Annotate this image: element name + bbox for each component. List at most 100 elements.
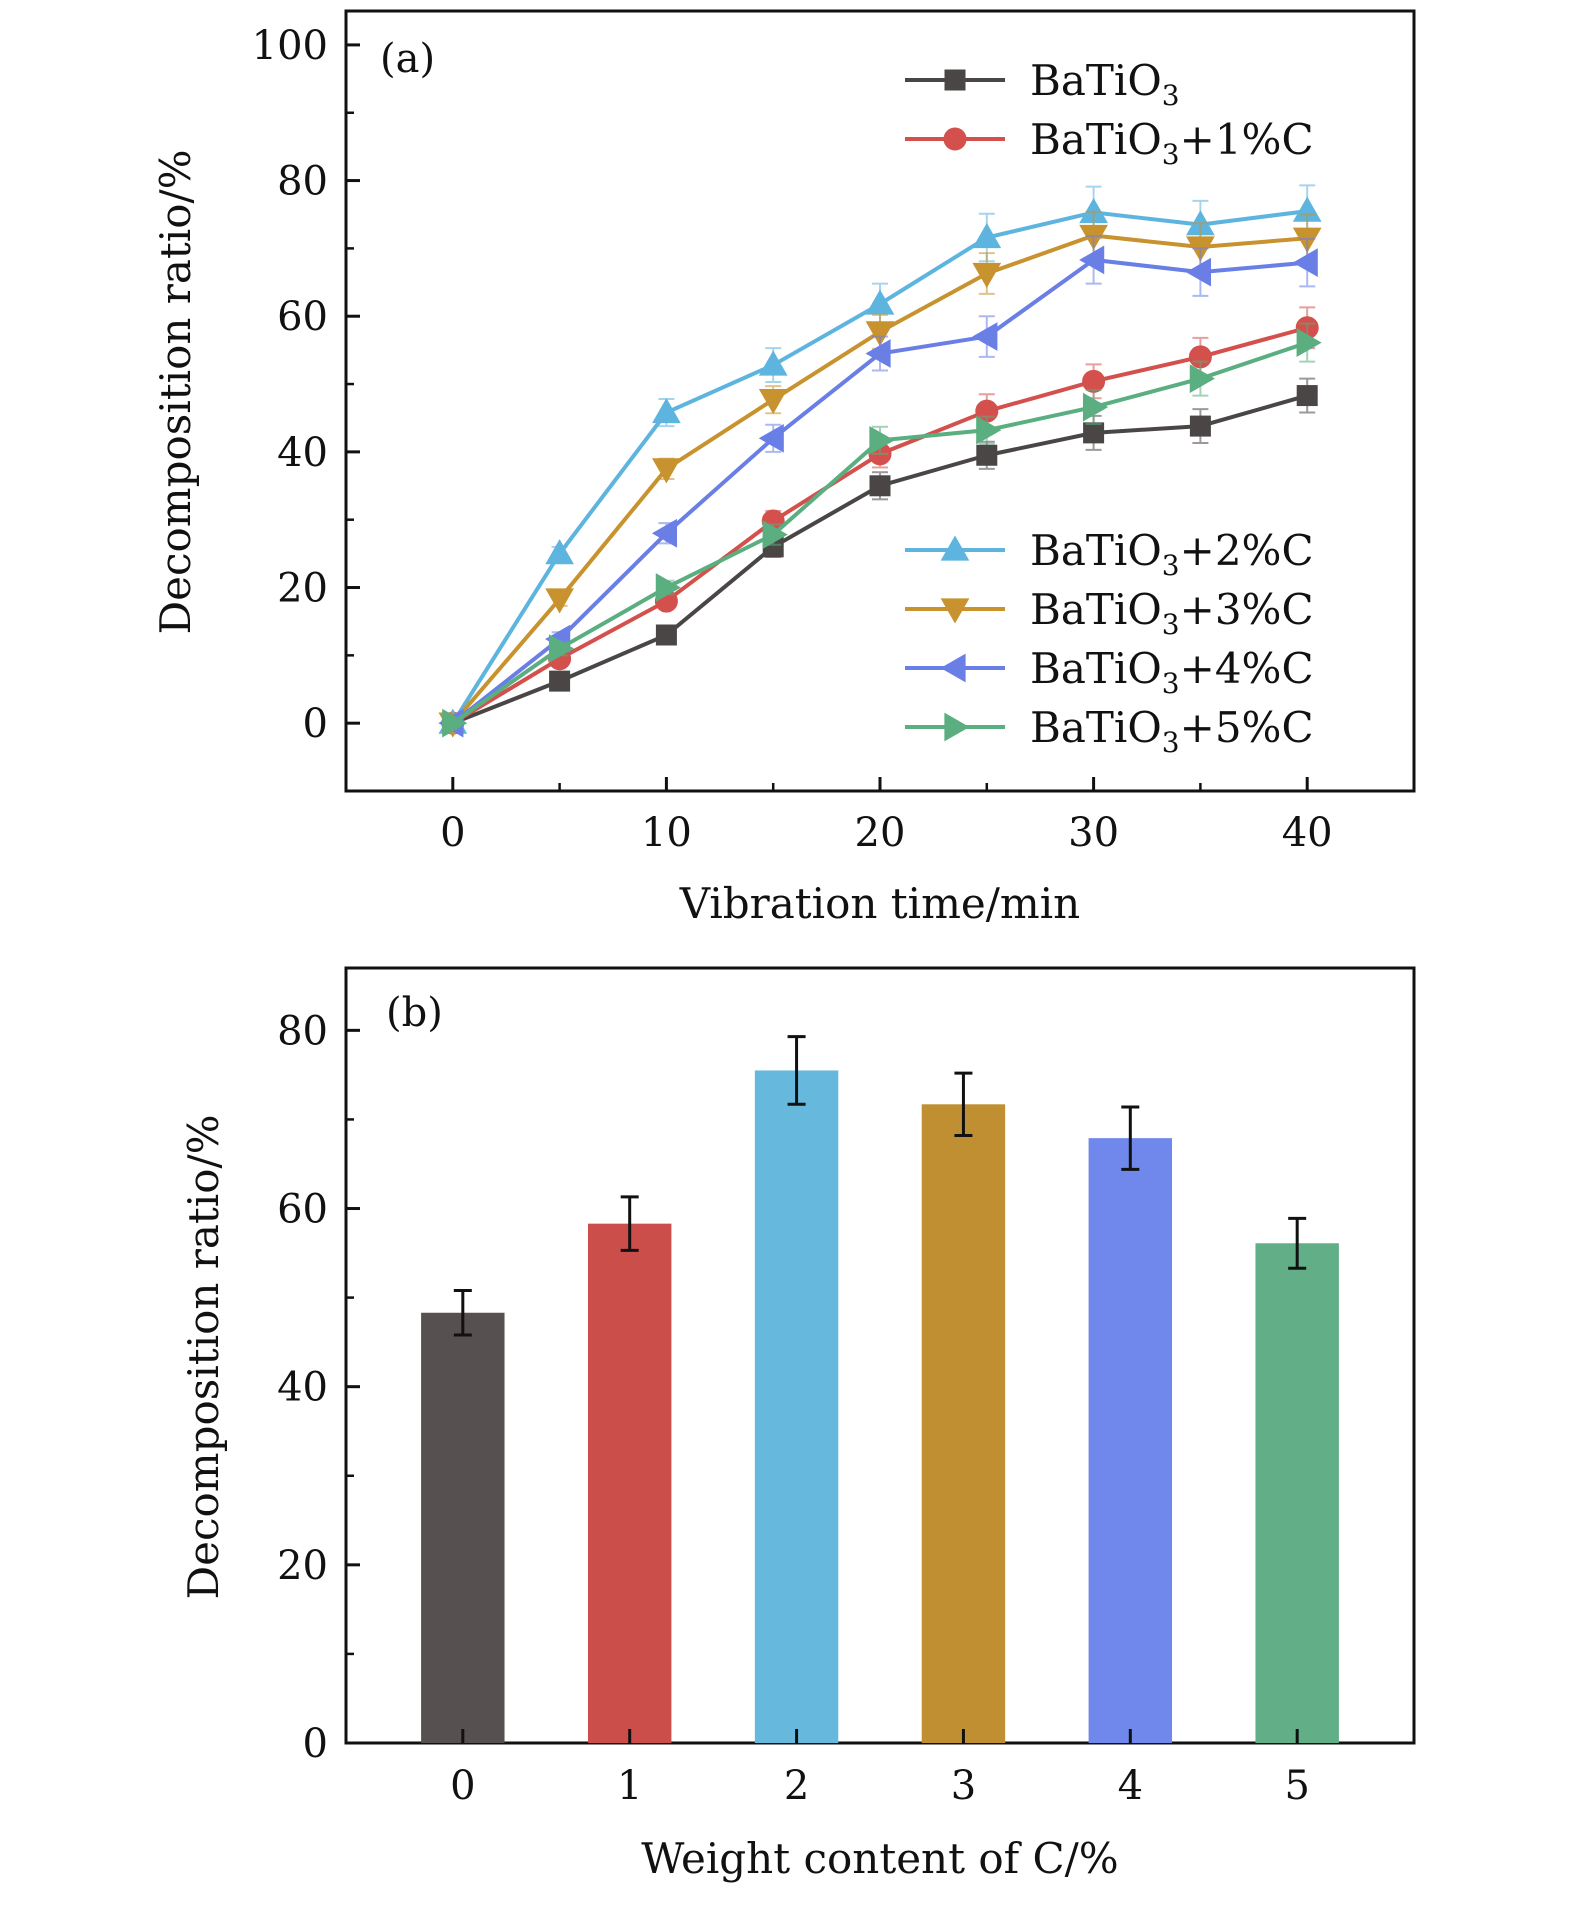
data-point-marker — [972, 322, 998, 351]
x-tick-label: 10 — [641, 810, 692, 856]
x-tick-label: 5 — [1284, 1763, 1309, 1809]
legend-label-suffix: +4%C — [1180, 644, 1314, 693]
bar — [1255, 1243, 1339, 1743]
legend-label-subscript: 3 — [1162, 726, 1180, 759]
data-point-marker — [943, 127, 967, 151]
data-point-marker — [758, 389, 788, 415]
data-point-marker — [1296, 385, 1318, 407]
legend-label-base: BaTiO — [1030, 56, 1162, 105]
x-tick-label: 2 — [784, 1763, 809, 1809]
bar — [421, 1312, 505, 1743]
data-point-marker — [976, 444, 998, 466]
data-point-marker — [940, 598, 970, 624]
x-ticks-b: 0 1 2 3 4 5 — [450, 1729, 1310, 1809]
data-point-marker — [1079, 245, 1105, 275]
bar — [921, 1104, 1006, 1743]
data-point-marker — [865, 289, 895, 315]
data-point-marker — [940, 535, 970, 561]
legend-label-subscript: 3 — [1162, 608, 1180, 641]
legend-label: BaTiO3+2%C — [1030, 526, 1314, 582]
legend-label-subscript: 3 — [1162, 138, 1180, 171]
data-point-marker — [1082, 392, 1109, 422]
x-tick-label: 40 — [1282, 810, 1333, 856]
y-ticks-a: 0 20 40 60 80 100 — [252, 23, 360, 793]
data-point-marker — [442, 708, 468, 738]
data-point-marker — [762, 520, 788, 549]
data-point-marker — [972, 262, 1002, 288]
legend-label-subscript: 3 — [1162, 667, 1180, 700]
x-tick-label: 4 — [1118, 1763, 1143, 1809]
data-point-marker — [1189, 364, 1215, 393]
legend-label-base: BaTiO — [1030, 703, 1162, 752]
data-point-marker — [1185, 257, 1212, 287]
data-point-marker — [1083, 422, 1105, 444]
legend-item: BaTiO3+2%C — [905, 526, 1314, 582]
y-axis-label-b: Decomposition ratio/% — [179, 1114, 228, 1599]
x-tick-label: 3 — [951, 1763, 976, 1809]
data-point-marker — [869, 475, 891, 497]
legend-label-suffix: +1%C — [1180, 115, 1314, 164]
legend-label-base: BaTiO — [1030, 526, 1162, 575]
data-point-marker — [651, 518, 678, 548]
plot-frame-b — [344, 966, 1416, 1745]
bar-group — [421, 1288, 505, 1743]
y-tick-label: 80 — [277, 1008, 328, 1054]
data-point-marker — [1296, 328, 1322, 358]
x-axis-label-b: Weight content of C/% — [641, 1834, 1118, 1883]
y-axis-label-a: Decomposition ratio/% — [151, 149, 200, 634]
data-point-marker — [549, 670, 571, 692]
bar-chart-panel-b: 0 20 40 60 80 0 1 2 3 4 5 (b) Weight content of C… — [179, 966, 1416, 1883]
legend-a: BaTiO3BaTiO3+1%CBaTiO3+2%CBaTiO3+3%CBaTi… — [905, 56, 1314, 759]
x-tick-label: 30 — [1068, 810, 1119, 856]
data-point-marker — [652, 458, 681, 484]
y-tick-label: 100 — [252, 23, 328, 69]
legend-label-base: BaTiO — [1030, 585, 1162, 634]
series-4 — [438, 235, 1318, 738]
data-point-marker — [655, 624, 677, 646]
legend-label-suffix: +2%C — [1180, 526, 1314, 575]
legend-item: BaTiO3+5%C — [905, 703, 1314, 759]
data-point-marker — [865, 321, 895, 347]
data-point-marker — [548, 634, 575, 663]
x-ticks-a: 0 10 20 30 40 — [344, 777, 1416, 856]
y-tick-label: 20 — [277, 566, 328, 612]
data-point-marker — [865, 339, 891, 368]
legend-label: BaTiO3 — [1030, 56, 1180, 112]
legend-label-base: BaTiO — [1030, 644, 1162, 693]
legend-label-suffix: +3%C — [1180, 585, 1314, 634]
data-point-marker — [1189, 415, 1211, 437]
legend-item: BaTiO3+3%C — [905, 585, 1314, 641]
bar — [754, 1070, 839, 1743]
x-tick-label: 1 — [617, 1763, 642, 1809]
data-point-marker — [545, 588, 574, 614]
y-tick-label: 40 — [277, 1365, 328, 1411]
y-tick-label: 20 — [277, 1543, 328, 1589]
legend-label: BaTiO3+1%C — [1030, 115, 1314, 171]
y-tick-label: 80 — [277, 159, 328, 205]
x-tick-label: 0 — [450, 1763, 475, 1809]
data-point-marker — [1082, 369, 1106, 393]
legend-label-subscript: 3 — [1162, 79, 1180, 112]
bar — [587, 1223, 672, 1743]
data-point-marker — [655, 573, 681, 602]
legend-label: BaTiO3+3%C — [1030, 585, 1314, 641]
legend-label-subscript: 3 — [1162, 549, 1180, 582]
data-point-marker — [1292, 248, 1318, 277]
legend-label: BaTiO3+5%C — [1030, 703, 1314, 759]
panel-label-a: (a) — [380, 36, 435, 82]
bar — [1088, 1138, 1173, 1743]
y-tick-label: 40 — [277, 430, 328, 476]
legend-item: BaTiO3+1%C — [905, 115, 1314, 171]
bar-group — [754, 1035, 839, 1743]
data-point-marker — [944, 69, 966, 91]
bar-group — [921, 1071, 1006, 1743]
data-point-marker — [758, 423, 784, 453]
y-ticks-b: 0 20 40 60 80 — [277, 1008, 360, 1767]
bar-group — [1088, 1105, 1173, 1743]
data-point-marker — [545, 539, 574, 565]
data-point-marker — [944, 712, 970, 742]
legend-label-base: BaTiO — [1030, 115, 1162, 164]
data-point-marker — [976, 415, 1002, 445]
data-point-marker — [940, 653, 966, 683]
bar-group — [1255, 1216, 1339, 1743]
